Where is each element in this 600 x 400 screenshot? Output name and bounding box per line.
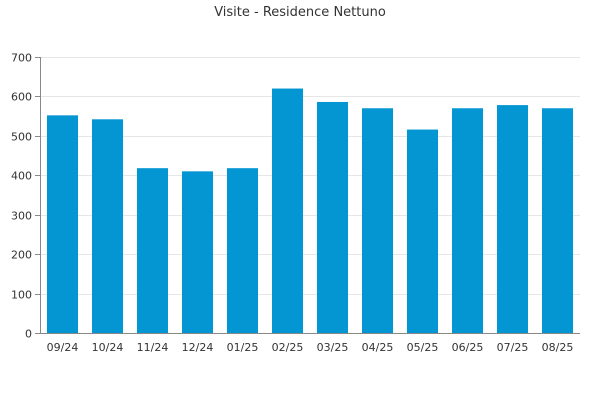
y-tick-label: 0 <box>25 328 32 341</box>
bar <box>406 129 439 333</box>
x-tick-label: 10/24 <box>92 341 124 354</box>
bar <box>271 88 304 333</box>
bar <box>46 115 79 333</box>
y-tick-label: 200 <box>11 249 32 262</box>
gridlines <box>40 57 580 295</box>
y-tick-label: 600 <box>11 91 32 104</box>
x-tick-label: 06/25 <box>452 341 484 354</box>
x-tick-label: 08/25 <box>542 341 574 354</box>
x-tick-label: 04/25 <box>362 341 394 354</box>
bars <box>46 88 574 333</box>
y-tick-label: 500 <box>11 131 32 144</box>
x-tick-label: 02/25 <box>272 341 304 354</box>
bar <box>496 105 529 333</box>
bar <box>226 168 259 333</box>
x-axis-ticks: 09/24 10/24 11/24 12/24 01/25 02/25 03/25 04/25… <box>47 341 574 354</box>
bar <box>451 108 484 333</box>
x-tick-label: 01/25 <box>227 341 259 354</box>
x-tick-label: 09/24 <box>47 341 79 354</box>
x-tick-label: 03/25 <box>317 341 349 354</box>
y-tick-label: 300 <box>11 210 32 223</box>
y-tick-label: 400 <box>11 170 32 183</box>
x-tick-label: 07/25 <box>497 341 529 354</box>
bar <box>316 101 349 333</box>
bar <box>136 168 169 333</box>
x-tick-label: 12/24 <box>182 341 214 354</box>
bar <box>91 119 124 333</box>
chart-title: Visite - Residence Nettuno <box>214 5 386 20</box>
y-axis-ticks: 0 100 200 300 400 500 600 700 <box>11 52 40 341</box>
axes <box>40 57 580 334</box>
bar <box>361 108 394 333</box>
x-tick-label: 11/24 <box>137 341 169 354</box>
bar <box>541 108 574 333</box>
x-tick-label: 05/25 <box>407 341 439 354</box>
y-tick-label: 700 <box>11 52 32 65</box>
y-tick-label: 100 <box>11 289 32 302</box>
bar <box>181 171 214 333</box>
